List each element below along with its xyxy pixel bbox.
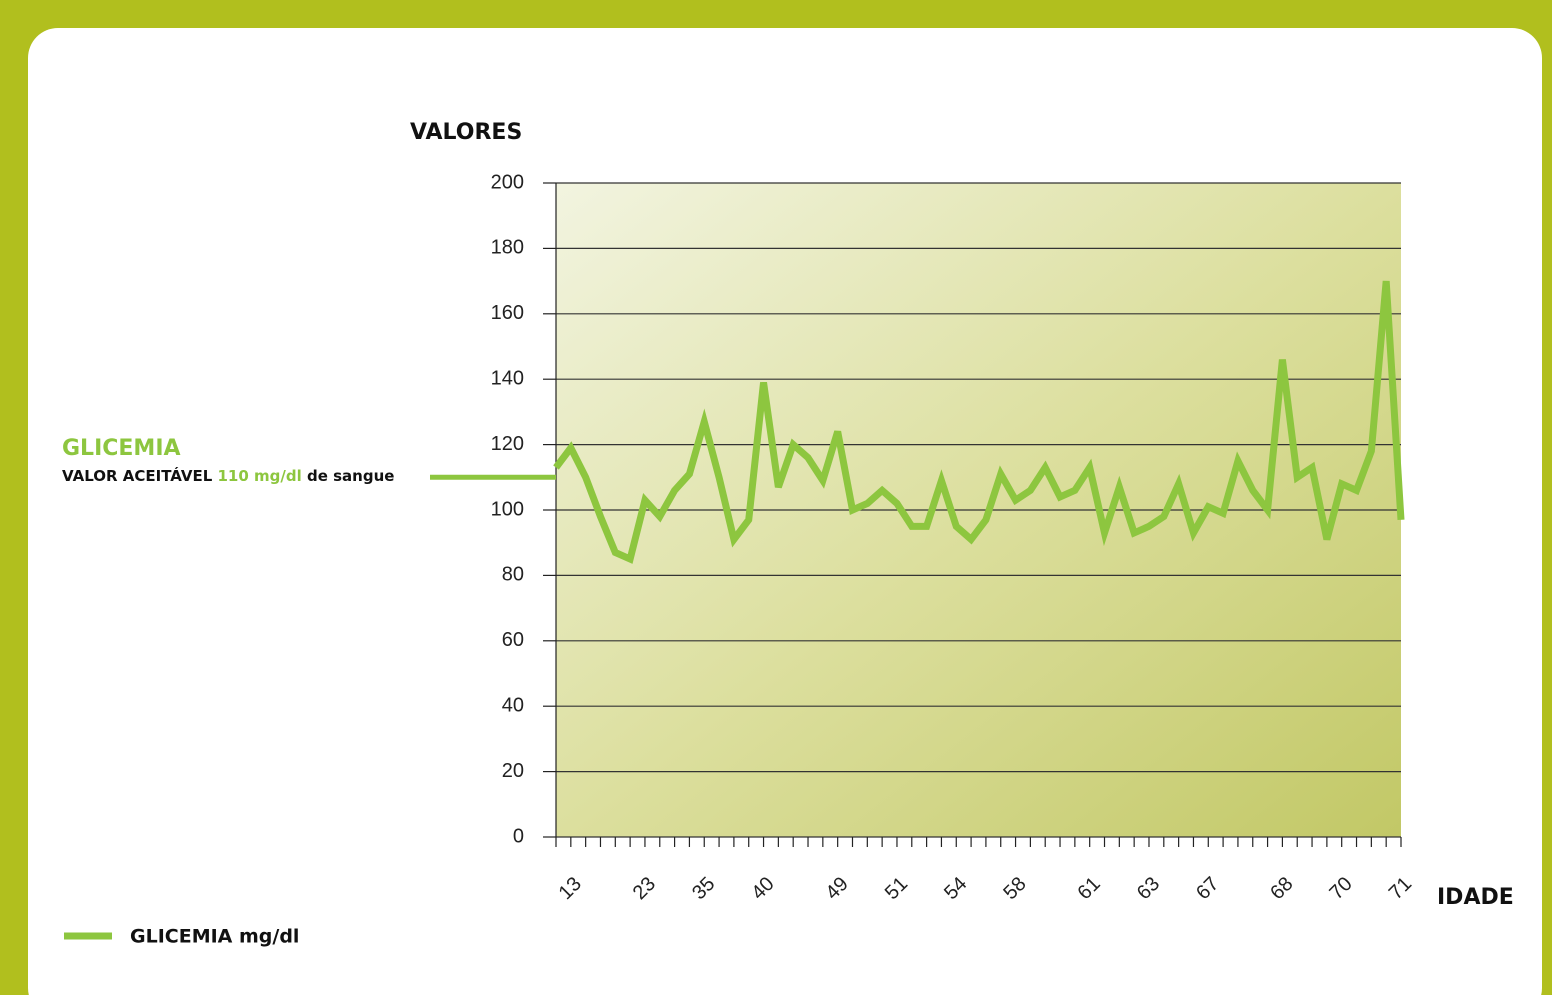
annotation-text: VALOR ACEITÁVEL 110 mg/dl de sangue [62, 466, 394, 485]
y-tick-label: 40 [502, 694, 524, 716]
y-tick-label: 160 [491, 302, 524, 324]
y-tick-label: 0 [513, 825, 524, 847]
y-tick-label: 60 [502, 629, 524, 651]
y-tick-label: 120 [491, 433, 524, 455]
y-tick-label: 180 [491, 237, 524, 259]
annotation-highlight: 110 mg/dl [218, 467, 302, 485]
annotation-before: VALOR ACEITÁVEL [62, 466, 213, 485]
series-line [553, 280, 1405, 564]
y-tick-label: 100 [491, 498, 524, 520]
y-axis-label: VALORES [410, 120, 522, 145]
y-tick-label: 80 [502, 564, 524, 586]
legend-label: GLICEMIA mg/dl [130, 926, 299, 948]
annotation-after: de sangue [307, 467, 394, 485]
y-tick-label: 20 [502, 760, 524, 782]
y-tick-label: 140 [491, 367, 524, 389]
x-axis-label: IDADE [1437, 885, 1514, 910]
y-tick-label: 200 [491, 171, 524, 193]
annotation-title: GLICEMIA [62, 436, 181, 461]
